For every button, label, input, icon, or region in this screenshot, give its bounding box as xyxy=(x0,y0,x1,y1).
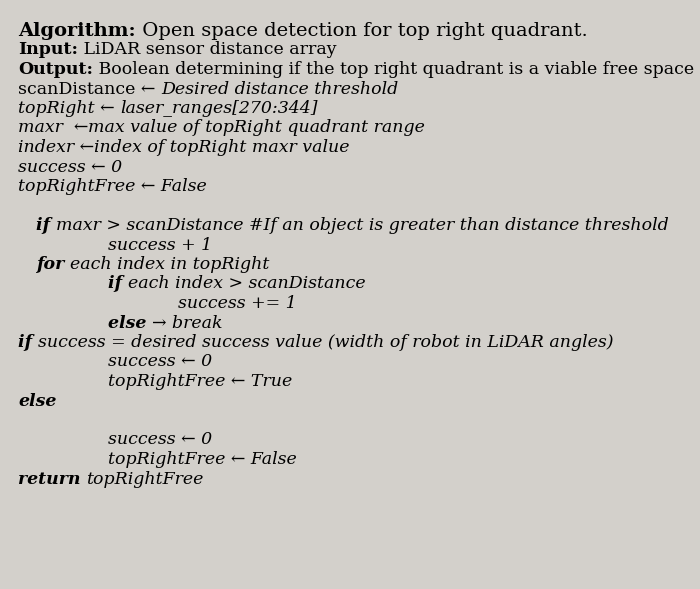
Text: topRightFree ← True: topRightFree ← True xyxy=(108,373,293,390)
Text: maxr  ←: maxr ← xyxy=(18,120,88,137)
Text: Input:: Input: xyxy=(18,41,78,58)
Text: success ← 0: success ← 0 xyxy=(108,353,212,370)
Text: index of topRight maxr value: index of topRight maxr value xyxy=(94,139,349,156)
Text: topRightFree: topRightFree xyxy=(87,471,204,488)
Text: max value of topRight quadrant range: max value of topRight quadrant range xyxy=(88,120,426,137)
Text: laser_ranges[270:344]: laser_ranges[270:344] xyxy=(120,100,318,117)
Text: topRightFree ← False: topRightFree ← False xyxy=(18,178,206,195)
Text: if: if xyxy=(18,334,38,351)
Text: → break: → break xyxy=(153,315,223,332)
Text: topRight ←: topRight ← xyxy=(18,100,120,117)
Text: topRightFree ← False: topRightFree ← False xyxy=(108,451,297,468)
Text: success += 1: success += 1 xyxy=(178,295,297,312)
Text: Algorithm:: Algorithm: xyxy=(18,22,136,40)
Text: else: else xyxy=(108,315,153,332)
Text: #If an object is greater than distance threshold: #If an object is greater than distance t… xyxy=(249,217,669,234)
Text: LiDAR sensor distance array: LiDAR sensor distance array xyxy=(78,41,337,58)
Text: Boolean determining if the top right quadrant is a viable free space: Boolean determining if the top right qua… xyxy=(93,61,694,78)
Text: success + 1: success + 1 xyxy=(108,237,212,253)
Text: return: return xyxy=(18,471,87,488)
Text: Output:: Output: xyxy=(18,61,93,78)
Text: if: if xyxy=(108,276,128,293)
Text: each index in topRight: each index in topRight xyxy=(70,256,270,273)
Text: success ← 0: success ← 0 xyxy=(108,432,212,448)
Text: Open space detection for top right quadrant.: Open space detection for top right quadr… xyxy=(136,22,587,40)
Text: success = desired success value (width of robot in LiDAR angles): success = desired success value (width o… xyxy=(38,334,614,351)
Text: each index > scanDistance: each index > scanDistance xyxy=(128,276,365,293)
Text: else: else xyxy=(18,392,57,409)
Text: indexr ←: indexr ← xyxy=(18,139,94,156)
Text: if: if xyxy=(36,217,56,234)
Text: for: for xyxy=(36,256,70,273)
Text: maxr > scanDistance: maxr > scanDistance xyxy=(56,217,249,234)
Text: scanDistance ←: scanDistance ← xyxy=(18,81,161,98)
Text: success ← 0: success ← 0 xyxy=(18,158,122,176)
Text: Desired distance threshold: Desired distance threshold xyxy=(161,81,398,98)
